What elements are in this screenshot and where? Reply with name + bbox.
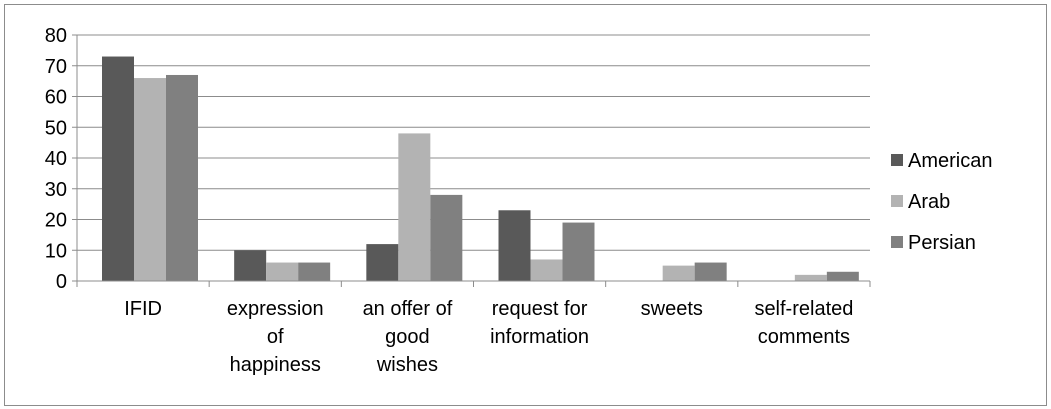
y-tick-label: 0	[56, 271, 67, 293]
chart-frame: 0 10 20 30 40 50 60 70 80 IFID expression of happin…	[4, 4, 1047, 406]
y-tick-label: 50	[45, 117, 67, 139]
y-tick-label: 40	[45, 148, 67, 170]
category-label: expression of happiness	[227, 298, 324, 376]
bar	[826, 271, 859, 281]
y-tick-label: 70	[45, 56, 67, 78]
category-label: IFID	[124, 298, 162, 320]
legend-swatch	[891, 236, 903, 248]
bar	[166, 74, 198, 281]
legend-label: American	[908, 150, 992, 172]
bars	[102, 56, 859, 282]
bar	[794, 274, 827, 281]
y-tick-label: 30	[45, 179, 67, 201]
bar	[530, 259, 563, 281]
y-tick-label: 60	[45, 87, 67, 109]
axes	[72, 34, 871, 287]
category-label: sweets	[641, 298, 703, 320]
legend-label: Persian	[908, 232, 976, 254]
category-labels: IFID expression of happiness an offer of good…	[124, 298, 853, 376]
gridlines	[77, 34, 870, 251]
bar	[134, 78, 166, 281]
bar	[266, 262, 299, 281]
y-tick-label: 80	[45, 25, 67, 47]
bar	[398, 133, 431, 281]
legend-label: Arab	[908, 191, 950, 213]
category-label: self-related comments	[754, 298, 853, 348]
bar	[498, 210, 531, 281]
bar	[234, 250, 267, 281]
legend-item: Persian	[891, 232, 976, 254]
y-tick-label: 10	[45, 240, 67, 262]
bar	[430, 194, 463, 281]
legend-item: Arab	[891, 191, 950, 213]
category-label: request for information	[490, 298, 589, 348]
bar	[694, 262, 727, 281]
category-label: an offer of good wishes	[363, 298, 453, 376]
legend-swatch	[891, 195, 903, 207]
bar	[298, 262, 331, 281]
bar	[102, 56, 134, 282]
y-tick-labels: 0 10 20 30 40 50 60 70 80	[45, 25, 67, 293]
bar	[562, 222, 595, 281]
bar	[662, 265, 695, 281]
legend: American Arab Persian	[891, 150, 992, 254]
y-tick-label: 20	[45, 210, 67, 232]
bar	[366, 244, 399, 281]
legend-swatch	[891, 154, 903, 166]
bar-chart: 0 10 20 30 40 50 60 70 80 IFID expression of happin…	[45, 25, 993, 376]
legend-item: American	[891, 150, 992, 172]
